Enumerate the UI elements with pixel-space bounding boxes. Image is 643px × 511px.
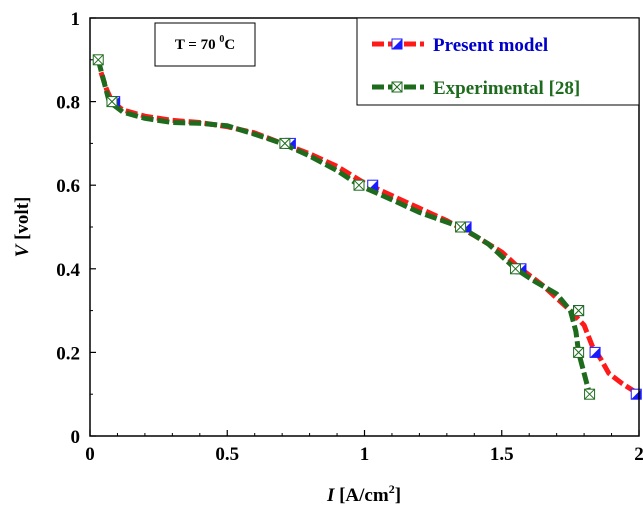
x-axis-title: I [A/cm2]	[326, 482, 401, 506]
legend: Present model Experimental [28]	[356, 17, 640, 106]
x-tick-label: 1.5	[490, 444, 514, 465]
series-layer	[92, 54, 642, 400]
legend-label-present-model: Present model	[433, 35, 548, 56]
y-tick-label: 0.8	[56, 93, 80, 114]
y-tick-label: 0.6	[56, 176, 80, 197]
legend-label-experimental: Experimental [28]	[433, 78, 580, 99]
y-tick-label: 0.2	[56, 343, 80, 364]
data-point-experimental	[573, 346, 585, 358]
y-axis-title: V [volt]	[12, 197, 33, 258]
legend-box	[356, 17, 640, 106]
y-tick-label: 0	[71, 427, 81, 448]
x-tick-label: 0.5	[215, 444, 239, 465]
legend-marker-experimental	[391, 81, 403, 93]
tick-labels: 0 0.5 1 1.5 2 0 0.2 0.4 0.6 0.8 1	[56, 9, 643, 465]
legend-marker-present-model	[391, 38, 403, 50]
condition-box	[154, 22, 256, 67]
data-point-experimental	[509, 263, 521, 275]
data-point-experimental	[92, 54, 104, 66]
data-point-present-model	[630, 388, 642, 400]
y-tick-label: 0.4	[56, 260, 80, 281]
data-point-experimental	[584, 388, 596, 400]
legend-item-experimental: Experimental [28]	[372, 78, 580, 99]
data-point-experimental	[106, 96, 118, 108]
data-point-present-model	[589, 346, 601, 358]
y-tick-label: 1	[71, 9, 81, 30]
data-point-experimental	[353, 179, 365, 191]
condition-annotation: T = 70 0C	[154, 22, 256, 67]
data-point-experimental	[573, 305, 585, 317]
x-tick-label: 1	[360, 444, 370, 465]
legend-item-present-model: Present model	[372, 35, 548, 56]
series-line-experimental	[95, 59, 593, 395]
x-tick-label: 2	[634, 444, 643, 465]
data-point-experimental	[279, 137, 291, 149]
condition-label: T = 70 0C	[175, 34, 235, 53]
data-point-experimental	[455, 221, 467, 233]
x-tick-label: 0	[85, 444, 95, 465]
